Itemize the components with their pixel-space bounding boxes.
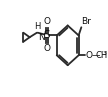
Text: CH: CH: [96, 51, 108, 60]
Text: S: S: [44, 30, 50, 40]
Text: Br: Br: [81, 17, 91, 26]
Text: —: —: [91, 51, 100, 60]
Text: O: O: [43, 17, 50, 26]
Text: O: O: [85, 51, 92, 60]
Text: H: H: [34, 22, 40, 31]
Text: O: O: [43, 44, 50, 53]
Text: 3: 3: [102, 51, 106, 56]
Text: N: N: [38, 33, 44, 42]
